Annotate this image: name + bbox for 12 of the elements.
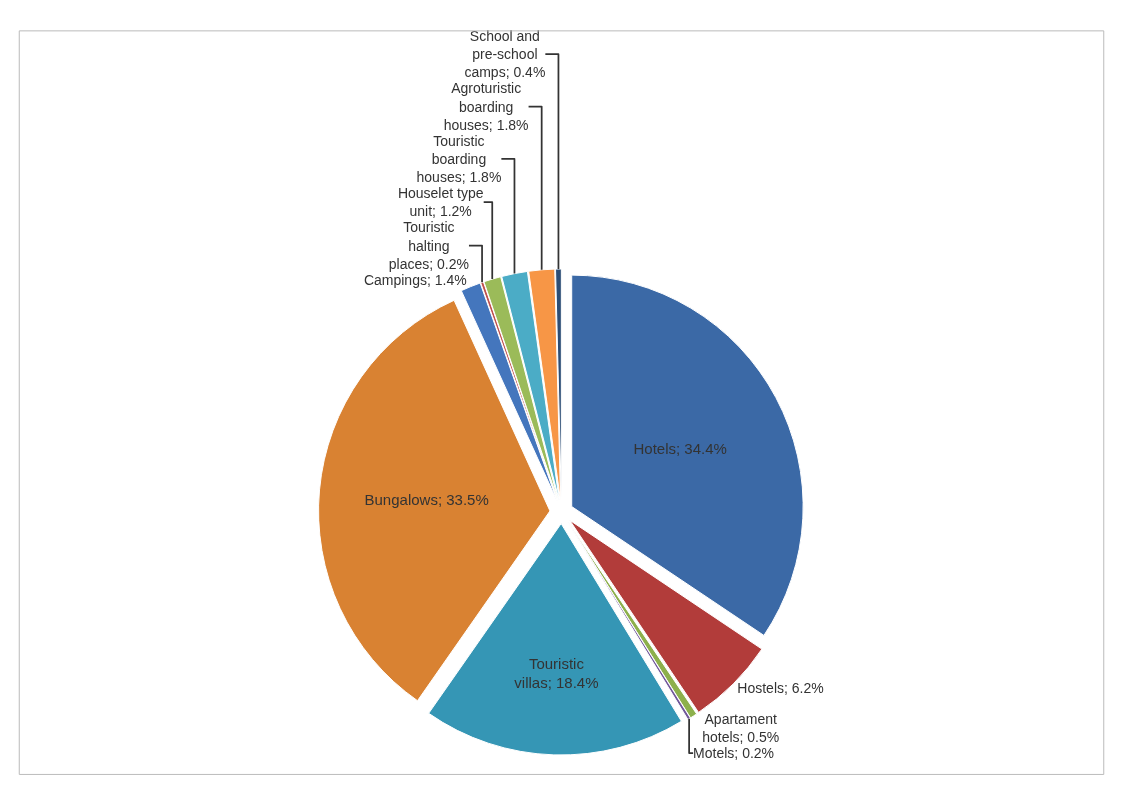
slice-label: Touristic halting places; 0.2% — [388, 219, 469, 272]
slice-label: Hostels; 6.2% — [737, 679, 824, 696]
slice-label: Bungalows; 33.5% — [364, 491, 489, 509]
slice-label: Hotels; 34.4% — [633, 440, 727, 458]
slice-label: Apartament hotels; 0.5% — [702, 710, 780, 746]
slice-label: Agroturistic boarding houses; 1.8% — [443, 80, 529, 133]
slice-label: School and pre-school camps; 0.4% — [464, 27, 546, 81]
slice-label: Touristic villas; 18.4% — [514, 654, 599, 692]
slice-label: Campings; 1.4% — [363, 271, 467, 288]
slice-label: Motels; 0.2% — [693, 745, 775, 762]
slice-label: Touristic boarding houses; 1.8% — [416, 132, 502, 186]
slice-label: Houselet type unit; 1.2% — [397, 185, 484, 220]
